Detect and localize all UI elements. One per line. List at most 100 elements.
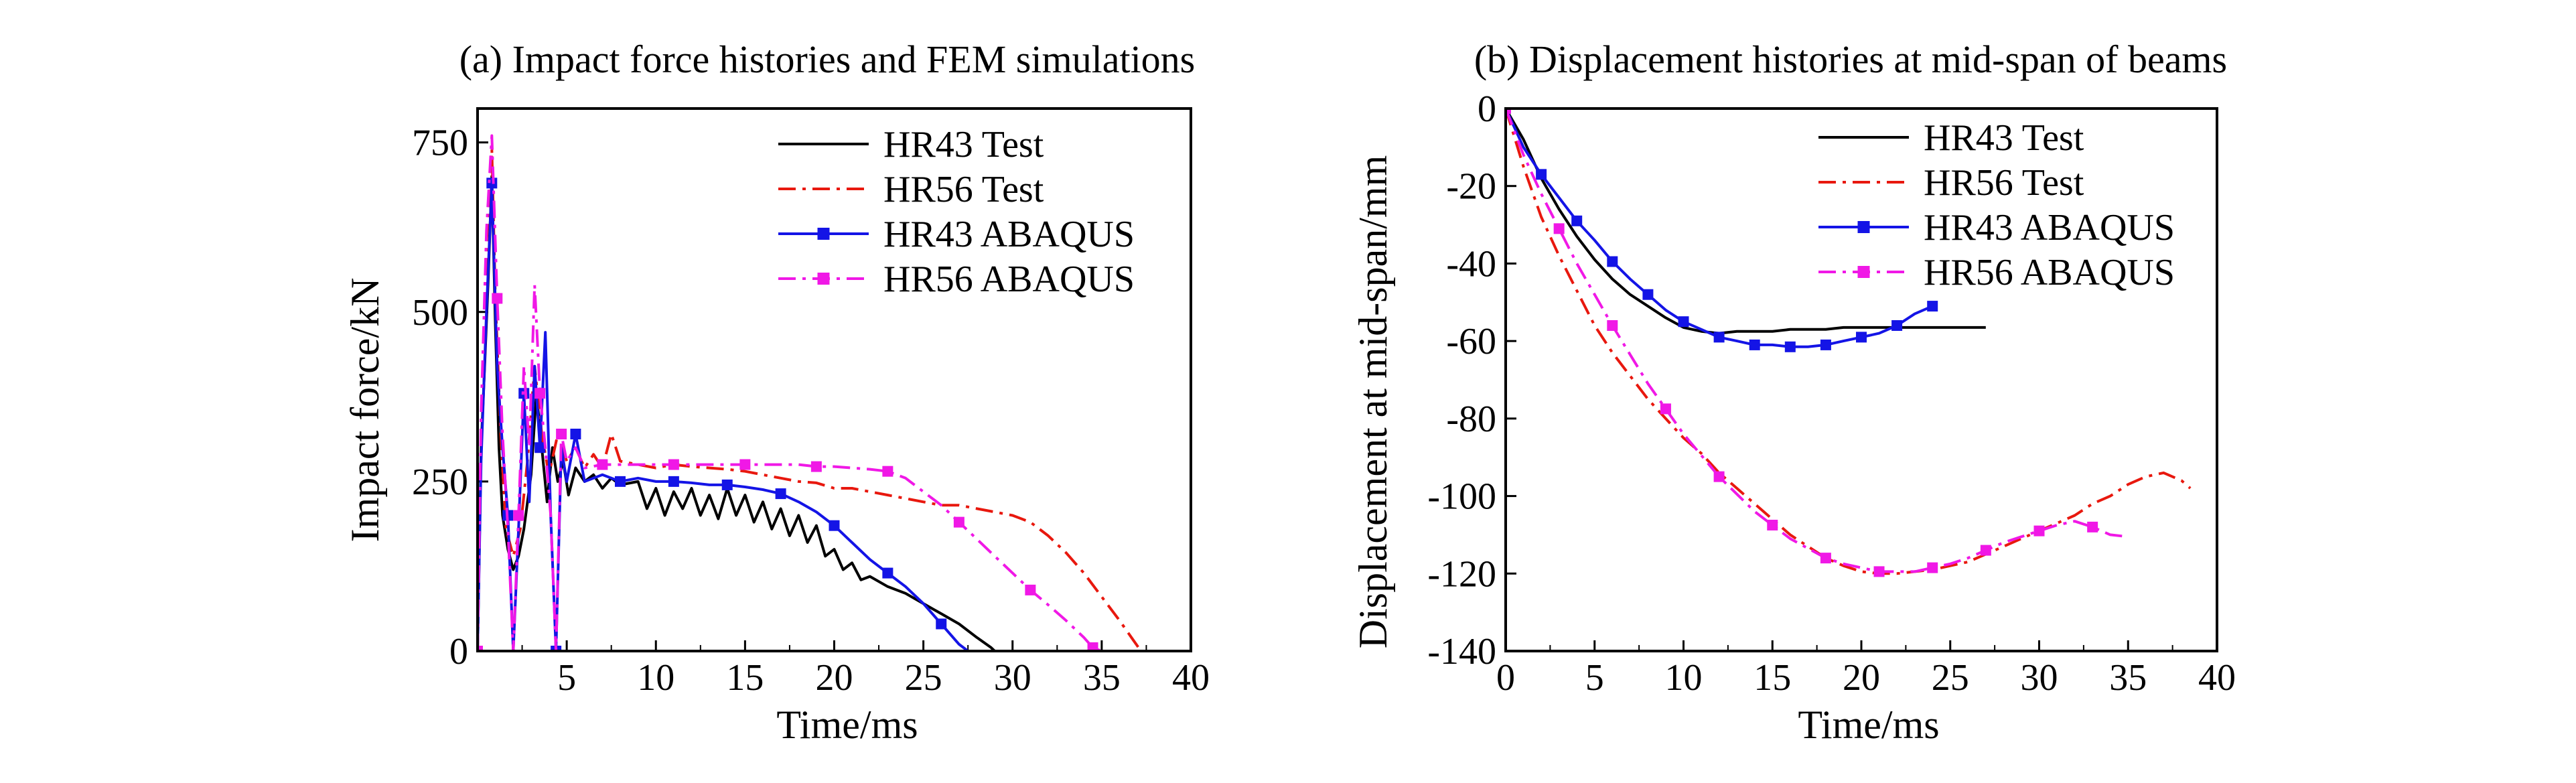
- data-point: [1607, 320, 1618, 331]
- data-point: [953, 516, 964, 528]
- data-point: [2087, 521, 2098, 532]
- y-tick-label: 750: [412, 123, 468, 164]
- chart-displacement: (b) Displacement histories at mid-span o…: [1351, 38, 2236, 747]
- y-tick-label: 500: [412, 292, 468, 334]
- data-point: [1749, 339, 1760, 350]
- x-tick-label: 10: [637, 657, 674, 699]
- data-point: [1678, 316, 1689, 328]
- data-point: [570, 429, 581, 439]
- data-point: [1713, 332, 1725, 343]
- data-point: [936, 618, 947, 630]
- legend-marker: [1857, 221, 1870, 233]
- data-point: [1856, 332, 1867, 343]
- y-tick-label: -120: [1427, 553, 1496, 595]
- data-point: [1642, 289, 1654, 300]
- data-point: [1506, 109, 1511, 114]
- x-tick-label: 40: [2198, 657, 2236, 699]
- series-line: [1506, 109, 1986, 335]
- data-point: [597, 459, 608, 470]
- y-tick-label: 250: [412, 461, 468, 503]
- x-tick-label: 10: [1665, 657, 1703, 699]
- data-point: [882, 567, 893, 579]
- data-point: [721, 479, 733, 490]
- y-tick-label: 0: [1478, 88, 1496, 130]
- data-point: [882, 466, 893, 477]
- data-point: [492, 293, 503, 304]
- data-point: [1820, 553, 1831, 564]
- data-point: [1784, 341, 1796, 352]
- series-line: [478, 134, 1102, 651]
- x-tick-label: 5: [557, 657, 576, 699]
- legend-marker: [817, 228, 830, 240]
- legend-label: HR43 Test: [1924, 117, 2084, 159]
- y-tick-label: -140: [1427, 631, 1496, 672]
- data-point: [829, 520, 840, 531]
- legend-marker: [817, 273, 830, 285]
- data-point: [534, 388, 546, 399]
- x-tick-label: 35: [1083, 657, 1121, 699]
- legend-label: HR56 Test: [1924, 162, 2084, 204]
- y-tick-label: 0: [449, 631, 468, 672]
- data-point: [1025, 584, 1036, 595]
- data-point: [1660, 403, 1671, 415]
- x-axis-label: Time/ms: [1798, 703, 1939, 747]
- x-tick-label: 0: [1496, 657, 1515, 699]
- series-line: [478, 182, 969, 651]
- legend-label: HR56 ABAQUS: [1924, 252, 2175, 293]
- x-tick-label: 25: [905, 657, 942, 699]
- y-tick-label: -60: [1446, 321, 1496, 362]
- series-line: [1506, 109, 2129, 573]
- series-line: [1506, 109, 2192, 575]
- x-tick-label: 5: [1585, 657, 1604, 699]
- x-tick-label: 15: [1754, 657, 1791, 699]
- x-tick-label: 30: [2021, 657, 2058, 699]
- data-point: [1873, 566, 1885, 577]
- data-point: [1553, 223, 1565, 234]
- data-point: [1713, 471, 1725, 482]
- data-point: [1607, 256, 1618, 267]
- chart-title: (a) Impact force histories and FEM simul…: [459, 38, 1196, 81]
- data-point: [615, 476, 626, 487]
- data-point: [1571, 215, 1583, 226]
- y-tick-label: -80: [1446, 399, 1496, 440]
- legend-label: HR43 ABAQUS: [883, 214, 1135, 255]
- legend-label: HR43 Test: [883, 124, 1044, 165]
- legend-marker: [1857, 266, 1870, 278]
- x-tick-label: 40: [1172, 657, 1210, 699]
- data-point: [739, 459, 751, 470]
- y-axis-label: Impact force/kN: [343, 278, 387, 543]
- plot-frame: [476, 107, 1192, 652]
- data-point: [1927, 301, 1938, 312]
- x-axis-label: Time/ms: [776, 703, 918, 747]
- x-tick-label: 30: [994, 657, 1031, 699]
- x-tick-label: 25: [1932, 657, 1969, 699]
- x-tick-label: 35: [2109, 657, 2147, 699]
- series-line: [478, 147, 1143, 651]
- legend-label: HR56 Test: [883, 169, 1044, 210]
- legend-label: HR43 ABAQUS: [1924, 207, 2175, 248]
- data-point: [1820, 339, 1831, 350]
- y-tick-label: -40: [1446, 243, 1496, 285]
- x-tick-label: 15: [726, 657, 764, 699]
- plot-frame: [1504, 107, 2218, 652]
- data-point: [810, 461, 822, 472]
- y-tick-label: -20: [1446, 166, 1496, 208]
- data-point: [513, 510, 524, 521]
- data-point: [534, 442, 546, 453]
- data-point: [1927, 562, 1938, 573]
- data-point: [1087, 642, 1098, 651]
- data-point: [486, 177, 498, 189]
- x-tick-label: 20: [816, 657, 853, 699]
- data-point: [1891, 320, 1903, 331]
- chart-impact-force: (a) Impact force histories and FEM simul…: [343, 38, 1210, 747]
- data-point: [478, 646, 483, 651]
- data-point: [775, 488, 786, 500]
- x-tick-label: 20: [1843, 657, 1880, 699]
- data-point: [668, 459, 679, 470]
- data-point: [1536, 169, 1547, 180]
- data-point: [668, 476, 679, 487]
- y-tick-label: -100: [1427, 476, 1496, 518]
- y-axis-label: Displacement at mid-span/mm: [1351, 155, 1395, 649]
- data-point: [1980, 545, 1991, 556]
- chart-title: (b) Displacement histories at mid-span o…: [1474, 38, 2227, 81]
